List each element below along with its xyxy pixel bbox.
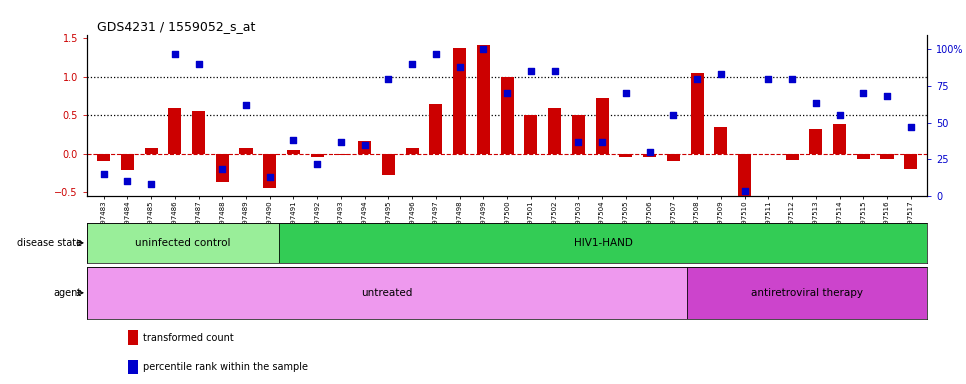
- Point: [856, 90, 871, 96]
- Bar: [287, 150, 300, 154]
- Bar: [334, 154, 348, 155]
- Bar: [643, 154, 656, 157]
- Bar: [687, 267, 927, 319]
- Point: [879, 93, 895, 99]
- Point: [832, 112, 847, 118]
- Text: antiretroviral therapy: antiretroviral therapy: [752, 288, 864, 298]
- Point: [286, 137, 301, 143]
- Bar: [279, 223, 927, 263]
- Point: [760, 76, 776, 82]
- Point: [381, 76, 396, 82]
- Point: [120, 178, 135, 184]
- Point: [903, 124, 919, 130]
- Point: [666, 112, 681, 118]
- Point: [333, 139, 349, 145]
- Bar: [525, 115, 537, 154]
- Bar: [904, 154, 918, 169]
- Bar: [738, 154, 752, 206]
- Bar: [311, 154, 324, 157]
- Bar: [406, 148, 418, 154]
- Bar: [87, 223, 279, 263]
- Point: [405, 61, 420, 67]
- Point: [571, 139, 586, 145]
- Bar: [215, 154, 229, 182]
- Text: untreated: untreated: [361, 288, 412, 298]
- Bar: [572, 115, 584, 154]
- Bar: [548, 108, 561, 154]
- Bar: [596, 98, 609, 154]
- Bar: [192, 111, 205, 154]
- Point: [499, 90, 515, 96]
- Point: [737, 189, 753, 195]
- Point: [808, 100, 823, 106]
- Bar: [810, 129, 822, 154]
- Point: [191, 61, 207, 67]
- Bar: [785, 154, 799, 160]
- Point: [594, 139, 610, 145]
- Point: [143, 181, 158, 187]
- Point: [713, 71, 728, 77]
- Bar: [857, 154, 869, 159]
- Point: [524, 68, 539, 74]
- Text: percentile rank within the sample: percentile rank within the sample: [143, 362, 308, 372]
- Point: [262, 174, 277, 180]
- Bar: [121, 154, 134, 170]
- Bar: [263, 154, 276, 188]
- Bar: [667, 154, 680, 161]
- Text: GDS4231 / 1559052_s_at: GDS4231 / 1559052_s_at: [97, 20, 255, 33]
- Bar: [500, 77, 514, 154]
- Bar: [128, 359, 138, 374]
- Point: [618, 90, 634, 96]
- Bar: [87, 267, 687, 319]
- Text: transformed count: transformed count: [143, 333, 234, 343]
- Text: disease state: disease state: [17, 238, 82, 248]
- Point: [641, 149, 657, 155]
- Bar: [714, 127, 727, 154]
- Bar: [358, 141, 371, 154]
- Point: [547, 68, 562, 74]
- Bar: [382, 154, 395, 175]
- Bar: [168, 108, 182, 154]
- Bar: [97, 154, 110, 161]
- Point: [96, 171, 111, 177]
- Text: agent: agent: [54, 288, 82, 298]
- Bar: [477, 45, 490, 154]
- Bar: [619, 154, 633, 157]
- Bar: [128, 330, 138, 345]
- Point: [784, 76, 800, 82]
- Bar: [145, 148, 157, 154]
- Bar: [240, 148, 252, 154]
- Bar: [880, 154, 894, 159]
- Bar: [833, 124, 846, 154]
- Point: [309, 161, 325, 167]
- Point: [428, 51, 443, 57]
- Text: HIV1-HAND: HIV1-HAND: [574, 238, 633, 248]
- Point: [475, 46, 491, 52]
- Point: [214, 166, 230, 172]
- Bar: [453, 48, 467, 154]
- Point: [167, 51, 183, 57]
- Bar: [691, 73, 703, 154]
- Text: uninfected control: uninfected control: [135, 238, 231, 248]
- Point: [690, 76, 705, 82]
- Point: [452, 64, 468, 70]
- Point: [239, 102, 254, 108]
- Point: [357, 141, 373, 147]
- Bar: [430, 104, 442, 154]
